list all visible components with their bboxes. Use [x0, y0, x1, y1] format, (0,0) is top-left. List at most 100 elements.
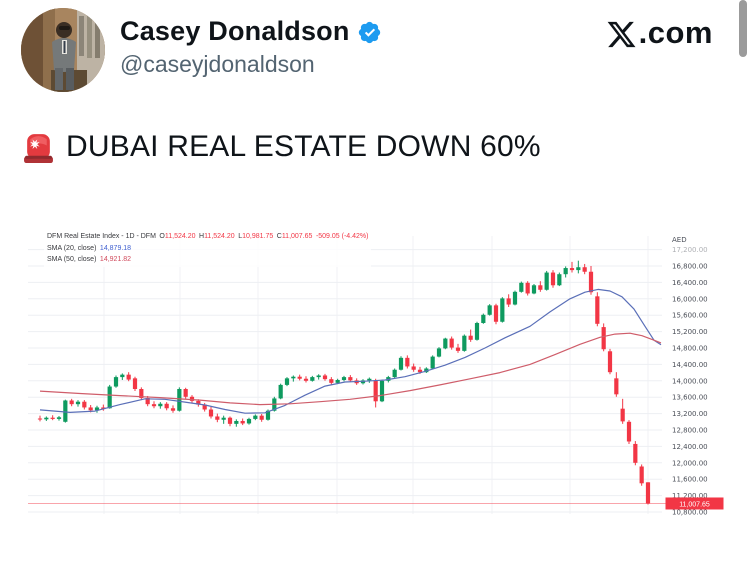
svg-text:14,000.00: 14,000.00 [672, 377, 708, 385]
candle [335, 379, 340, 383]
candle [411, 366, 416, 370]
candle [132, 378, 138, 389]
candle [240, 420, 245, 424]
currency-label: AED [672, 236, 687, 244]
candle [37, 418, 43, 420]
candle [367, 378, 372, 381]
candle [177, 389, 182, 411]
svg-text:10,800.00: 10,800.00 [672, 509, 708, 517]
candle [449, 338, 454, 348]
svg-text:11,600.00: 11,600.00 [672, 476, 708, 484]
svg-text:14,800.00: 14,800.00 [672, 345, 708, 353]
candle [322, 375, 328, 380]
candle [398, 357, 404, 370]
candle [316, 375, 321, 378]
avatar[interactable] [21, 8, 105, 92]
legend-row-sma50: SMA (50, close) 14,921.82 [47, 256, 132, 263]
candle [310, 377, 315, 381]
display-name[interactable]: Casey Donaldson [120, 16, 350, 46]
candle [208, 409, 214, 417]
candle [82, 401, 87, 408]
chart-legend: DFM Real Estate Index - 1D - DFM O11,524… [44, 230, 372, 267]
sma20-line [39, 288, 662, 414]
candle [474, 322, 480, 340]
candle [164, 403, 169, 409]
candle [88, 407, 93, 411]
candle [519, 282, 524, 292]
candle [430, 356, 435, 369]
candle [101, 407, 106, 410]
candle [639, 466, 644, 484]
candle [75, 401, 81, 405]
candle [462, 335, 467, 351]
candle [512, 291, 518, 305]
candle [215, 416, 220, 420]
candle [626, 421, 632, 442]
candle [94, 407, 100, 411]
svg-text:16,000.00: 16,000.00 [672, 295, 708, 303]
candle [253, 415, 258, 419]
candle [531, 285, 537, 294]
candle [443, 338, 448, 349]
candle [392, 369, 397, 378]
user-handle[interactable]: @caseyjdonaldson [120, 51, 315, 77]
candle [120, 374, 125, 378]
svg-text:15,200.00: 15,200.00 [672, 328, 708, 336]
candle [544, 272, 549, 290]
candle [145, 398, 150, 405]
svg-text:14,400.00: 14,400.00 [672, 361, 708, 369]
svg-text:11,200.00: 11,200.00 [672, 492, 708, 500]
candle [373, 380, 378, 402]
candle [550, 272, 556, 286]
candle [563, 268, 568, 275]
candle [139, 389, 144, 399]
candle [291, 376, 296, 379]
last-price-badge-value: 11,007.65 [679, 501, 710, 508]
candle [170, 408, 176, 411]
candle [265, 410, 271, 420]
candle [614, 378, 619, 395]
candle [576, 267, 581, 271]
candle [56, 417, 62, 419]
candle [196, 400, 201, 405]
svg-text:16,400.00: 16,400.00 [672, 279, 708, 287]
price-axis-labels: AED 17,200.00 16,800.00 16,400.00 16,000.00 1… [672, 236, 708, 517]
candle [107, 386, 112, 409]
candle [525, 282, 530, 294]
candle [63, 400, 68, 422]
candle [234, 420, 239, 424]
x-com-watermark: .com [606, 15, 713, 51]
candle [500, 298, 505, 322]
candle [455, 347, 461, 351]
candle [582, 267, 587, 272]
x-com-suffix: .com [638, 15, 713, 50]
candle [284, 378, 290, 385]
candle [633, 443, 638, 463]
svg-text:16,800.00: 16,800.00 [672, 263, 708, 271]
candle [113, 377, 119, 387]
candle [259, 415, 264, 420]
candle [183, 389, 188, 397]
candle [468, 335, 473, 340]
horizontal-gridlines [28, 249, 662, 513]
candle [538, 285, 543, 290]
tweet-text-line: DUBAI REAL ESTATE DOWN 60% [22, 129, 541, 164]
legend-row-symbol: DFM Real Estate Index - 1D - DFM O11,524… [47, 233, 369, 240]
sma50-line [39, 332, 662, 406]
candle [601, 327, 606, 350]
scrollbar-thumb[interactable] [739, 0, 747, 57]
candle [595, 296, 600, 324]
candle [44, 417, 49, 420]
candle [158, 403, 163, 407]
candle [405, 357, 410, 367]
candle [189, 396, 195, 401]
legend-row-sma20: SMA (20, close) 14,879.18 [47, 244, 132, 252]
vertical-gridlines [103, 236, 649, 514]
candle [607, 351, 613, 373]
candle [329, 379, 334, 383]
candle [297, 376, 302, 379]
tweet-text: DUBAI REAL ESTATE DOWN 60% [66, 129, 541, 163]
price-chart: AED 17,200.00 16,800.00 16,400.00 16,000.00 1… [0, 218, 750, 530]
svg-text:17,200.00: 17,200.00 [672, 246, 708, 254]
candles-group [37, 260, 651, 505]
